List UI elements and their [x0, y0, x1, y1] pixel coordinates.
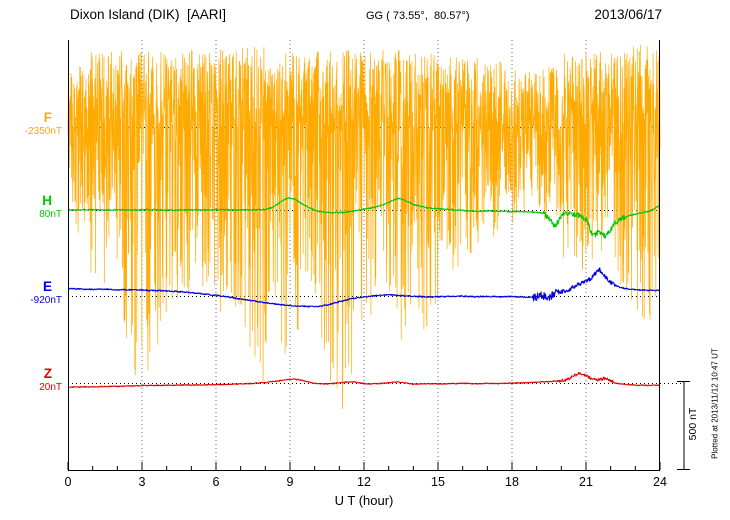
- x-tick-label: 12: [357, 475, 371, 489]
- channel-letter-F: F: [43, 110, 52, 125]
- scale-bar-label: 500 nT: [687, 407, 699, 441]
- channel-baseline-value-Z: 20nT: [39, 382, 62, 393]
- channel-labels: F -2350nT H 80nT E -920nT Z 20nT: [0, 0, 70, 520]
- channel-baseline-value-F: -2350nT: [24, 126, 62, 137]
- plot-date: 2013/06/17: [594, 7, 662, 22]
- x-tick-label: 24: [653, 475, 667, 489]
- x-tick-label: 9: [286, 475, 294, 489]
- x-tick-label: 15: [431, 475, 445, 489]
- x-axis-title: U T (hour): [334, 493, 394, 508]
- plotted-at-note: Plotted at 2013/11/12 10:47 UT: [710, 348, 720, 459]
- trace-Z: [67, 371, 661, 389]
- trace-H: [67, 197, 661, 239]
- trace-F: [67, 44, 661, 410]
- x-tick-label: 3: [138, 475, 146, 489]
- channel-baseline-value-E: -920nT: [30, 295, 62, 306]
- trace-E: [67, 267, 661, 308]
- channel-baseline-value-H: 80nT: [39, 209, 62, 220]
- x-tick-label: 18: [505, 475, 519, 489]
- x-tick-label: 6: [212, 475, 220, 489]
- x-tick-label: 21: [579, 475, 593, 489]
- x-axis-tick-labels: 0 3 6 9 12 15 18 21 24: [0, 475, 730, 491]
- channel-letter-Z: Z: [43, 366, 52, 381]
- station-title: Dixon Island (DIK) [AARI]: [70, 7, 227, 22]
- gg-coordinates: GG ( 73.55°, 80.57°): [366, 10, 470, 22]
- x-tick-label: 0: [64, 475, 72, 489]
- channel-letter-E: E: [42, 279, 52, 294]
- channel-letter-H: H: [42, 193, 52, 208]
